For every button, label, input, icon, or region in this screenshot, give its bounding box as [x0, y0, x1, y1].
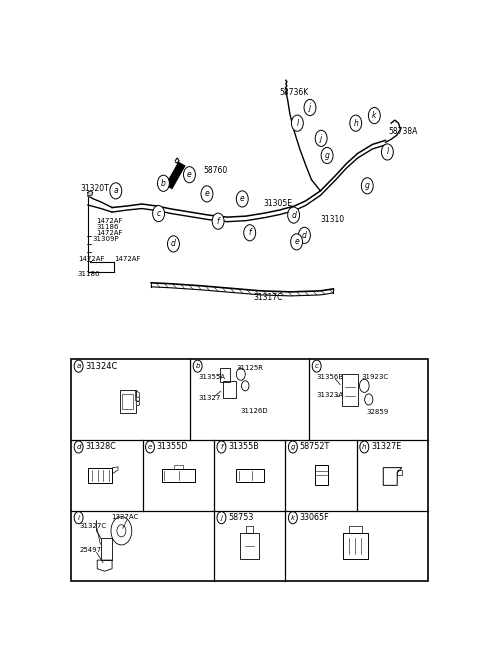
Text: 1472AF: 1472AF: [96, 230, 122, 236]
Text: k: k: [372, 111, 376, 120]
Text: j: j: [320, 134, 322, 143]
Text: 31323A: 31323A: [316, 392, 343, 398]
Text: 31310: 31310: [320, 215, 344, 224]
Text: 31356B: 31356B: [316, 374, 343, 380]
Circle shape: [244, 225, 256, 241]
Circle shape: [368, 108, 380, 124]
Circle shape: [321, 148, 333, 163]
Bar: [71, 359, 428, 581]
Text: g: g: [365, 181, 370, 190]
Text: 58760: 58760: [203, 166, 228, 175]
Text: b: b: [161, 179, 166, 188]
Text: c: c: [315, 363, 319, 369]
Circle shape: [183, 167, 195, 183]
Text: l: l: [296, 119, 299, 128]
Circle shape: [304, 100, 316, 115]
Text: 31317C: 31317C: [253, 293, 283, 302]
Text: h: h: [362, 444, 367, 450]
Text: e: e: [294, 237, 299, 247]
Text: 1327AC: 1327AC: [111, 514, 139, 520]
Text: 1472AF: 1472AF: [78, 256, 104, 262]
Text: j: j: [309, 103, 311, 112]
Text: 31327: 31327: [198, 395, 221, 401]
Text: i: i: [78, 515, 80, 521]
Text: e: e: [187, 170, 192, 179]
Circle shape: [291, 115, 303, 131]
Text: f: f: [217, 216, 219, 226]
Circle shape: [350, 115, 362, 131]
Circle shape: [157, 175, 169, 192]
Text: 31186: 31186: [96, 224, 119, 230]
Circle shape: [217, 441, 226, 453]
Text: c: c: [156, 209, 161, 218]
Circle shape: [212, 213, 224, 229]
Text: 31355D: 31355D: [156, 442, 188, 451]
Text: e: e: [148, 444, 152, 450]
Text: 58736K: 58736K: [279, 88, 309, 97]
Text: 58752T: 58752T: [300, 442, 330, 451]
Text: 31320T: 31320T: [81, 184, 109, 194]
Text: 31305E: 31305E: [264, 199, 293, 208]
Circle shape: [288, 207, 300, 223]
Circle shape: [74, 441, 83, 453]
Circle shape: [315, 131, 327, 146]
Text: 31328C: 31328C: [85, 442, 116, 451]
Text: g: g: [290, 444, 295, 450]
Text: 33065F: 33065F: [300, 513, 329, 522]
Circle shape: [145, 441, 155, 453]
Circle shape: [193, 360, 202, 372]
Text: 31355A: 31355A: [198, 374, 226, 380]
Text: 31126D: 31126D: [240, 407, 268, 413]
Text: 31327E: 31327E: [371, 442, 401, 451]
Circle shape: [288, 441, 297, 453]
Text: 31125R: 31125R: [237, 365, 264, 371]
Text: 31923C: 31923C: [361, 374, 388, 380]
Text: f: f: [249, 228, 251, 237]
Text: e: e: [240, 194, 245, 203]
Text: 1472AF: 1472AF: [96, 218, 122, 224]
Circle shape: [110, 183, 122, 199]
Circle shape: [74, 512, 83, 523]
Circle shape: [168, 236, 180, 252]
Circle shape: [290, 234, 302, 250]
Text: g: g: [324, 151, 330, 160]
Circle shape: [299, 227, 311, 243]
Circle shape: [360, 441, 369, 453]
Text: 31186: 31186: [78, 271, 100, 277]
Text: 25497: 25497: [79, 547, 101, 553]
Text: h: h: [353, 119, 358, 128]
Text: l: l: [386, 148, 388, 157]
Polygon shape: [88, 191, 93, 196]
Text: 32859: 32859: [367, 409, 389, 415]
Circle shape: [312, 360, 321, 372]
Text: f: f: [220, 444, 223, 450]
Circle shape: [136, 397, 140, 401]
Text: k: k: [291, 515, 295, 521]
Text: 58738A: 58738A: [388, 127, 418, 136]
Text: e: e: [204, 190, 209, 198]
Circle shape: [201, 186, 213, 202]
Circle shape: [74, 360, 83, 372]
Text: d: d: [291, 211, 296, 220]
Circle shape: [361, 178, 373, 194]
Text: 31355B: 31355B: [228, 442, 259, 451]
Text: d: d: [171, 239, 176, 249]
Text: 1472AF: 1472AF: [114, 256, 141, 262]
Circle shape: [382, 144, 393, 160]
Text: d: d: [76, 444, 81, 450]
Text: 31309P: 31309P: [92, 236, 119, 242]
Circle shape: [217, 512, 226, 523]
Text: j: j: [220, 515, 222, 521]
Circle shape: [288, 512, 297, 523]
Text: b: b: [195, 363, 200, 369]
Text: a: a: [76, 363, 81, 369]
Text: d: d: [302, 231, 307, 240]
Text: 31324C: 31324C: [85, 361, 118, 371]
Circle shape: [136, 401, 140, 405]
Text: a: a: [113, 186, 118, 195]
Circle shape: [153, 205, 165, 222]
Circle shape: [236, 191, 248, 207]
Text: 58753: 58753: [228, 513, 253, 522]
Text: 31327C: 31327C: [79, 523, 107, 529]
